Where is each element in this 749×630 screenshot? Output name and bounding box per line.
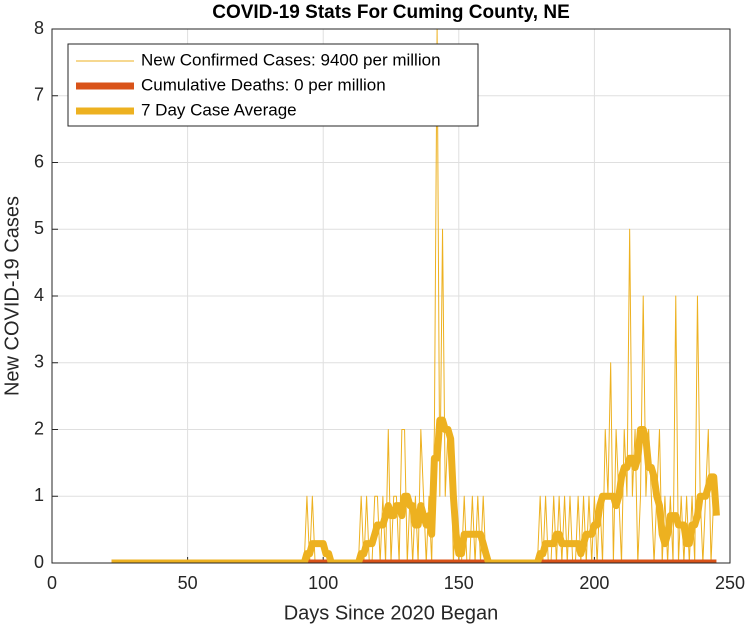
y-tick-label: 7 bbox=[34, 85, 44, 105]
y-tick-label: 3 bbox=[34, 352, 44, 372]
y-tick-label: 5 bbox=[34, 218, 44, 238]
y-tick-label: 1 bbox=[34, 485, 44, 505]
x-tick-label: 0 bbox=[47, 573, 57, 593]
legend-label: New Confirmed Cases: 9400 per million bbox=[141, 50, 441, 69]
y-tick-label: 6 bbox=[34, 151, 44, 171]
x-tick-label: 150 bbox=[444, 573, 474, 593]
x-tick-label: 200 bbox=[579, 573, 609, 593]
chart-title: COVID-19 Stats For Cuming County, NE bbox=[212, 2, 570, 23]
axes-box bbox=[51, 28, 731, 564]
y-tick-label: 2 bbox=[34, 418, 44, 438]
x-tick-label: 50 bbox=[178, 573, 198, 593]
x-tick-label: 100 bbox=[308, 573, 338, 593]
series-line bbox=[110, 416, 720, 563]
legend-label: Cumulative Deaths: 0 per million bbox=[141, 75, 386, 94]
x-tick-label: 250 bbox=[715, 573, 745, 593]
x-axis-label: Days Since 2020 Began bbox=[284, 602, 499, 624]
legend-box bbox=[67, 43, 479, 127]
y-tick-label: 0 bbox=[34, 552, 44, 572]
series-line bbox=[111, 29, 717, 563]
y-tick-label: 4 bbox=[34, 285, 44, 305]
y-tick-label: 8 bbox=[34, 18, 44, 38]
y-axis-label: New COVID-19 Cases bbox=[1, 196, 23, 396]
legend-label: 7 Day Case Average bbox=[141, 100, 297, 119]
